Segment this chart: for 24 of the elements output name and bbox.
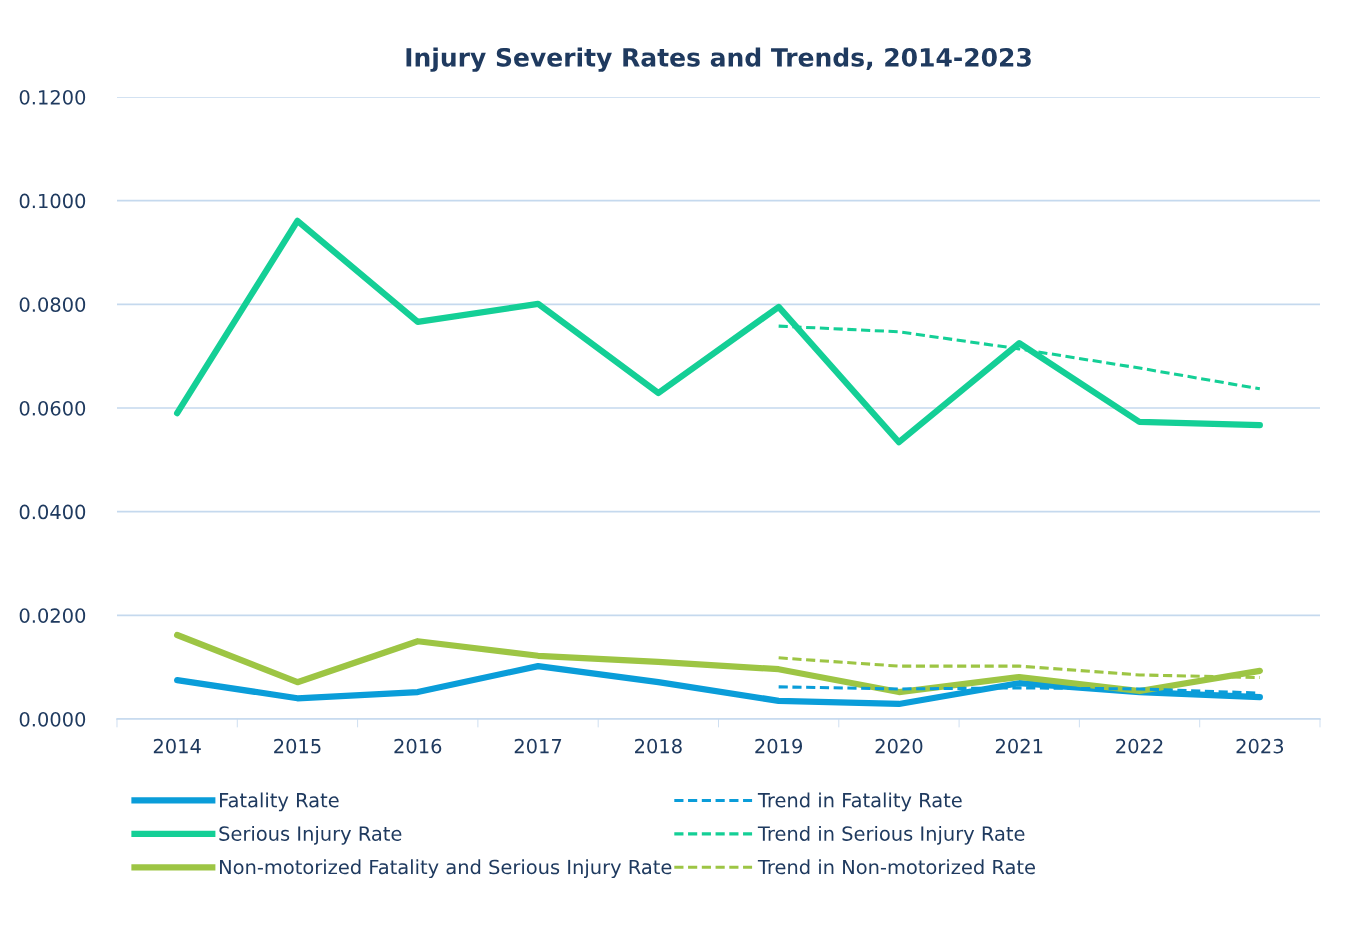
x-tick-label: 2020: [875, 738, 923, 754]
legend-label: Trend in Fatality Rate: [757, 792, 962, 812]
chart-title: Injury Severity Rates and Trends, 2014-2023: [406, 47, 1031, 72]
x-tick-label: 2019: [755, 738, 803, 754]
x-tick-label: 2021: [995, 738, 1043, 754]
legend-label: Fatality Rate: [220, 792, 339, 812]
x-tick-label: 2018: [635, 738, 682, 754]
x-tick-label: 2022: [1116, 738, 1163, 754]
x-tick-label: 2017: [514, 738, 562, 754]
y-tick-label: 0.0800: [19, 297, 86, 312]
x-tick-label: 2015: [274, 738, 321, 754]
x-tick-label: 2016: [394, 738, 442, 754]
y-tick-label: 0.0200: [19, 608, 86, 623]
legend-label: Trend in Non-motorized Rate: [757, 859, 1035, 875]
x-tick-label: 2023: [1236, 738, 1284, 754]
y-tick-label: 0.0600: [19, 400, 86, 416]
legend-label: Non-motorized Fatality and Serious Injury Rate: [220, 859, 672, 879]
x-tick-label: 2014: [153, 738, 201, 754]
y-tick-label: 0.1200: [19, 89, 86, 105]
y-tick-label: 0.0400: [19, 504, 86, 520]
legend-label: Trend in Serious Injury Rate: [757, 825, 1025, 845]
legend-label: Serious Injury Rate: [219, 825, 402, 845]
y-tick-label: 0.1000: [19, 193, 86, 209]
y-tick-label: 0.0000: [19, 711, 86, 727]
